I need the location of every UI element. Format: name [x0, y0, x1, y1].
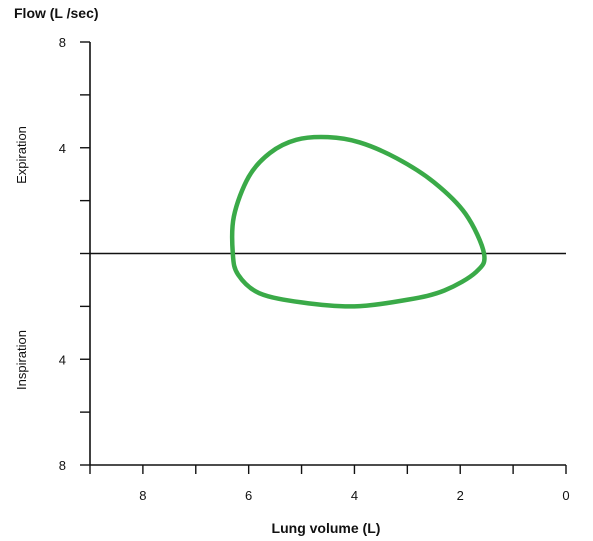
axes-group [89, 42, 566, 466]
y-tick-label: 8 [59, 458, 66, 473]
y-tick-label: 8 [59, 35, 66, 50]
x-tick-label: 2 [457, 488, 464, 503]
inspiration-label: Inspiration [14, 330, 29, 390]
y-axis-title: Flow (L /sec) [14, 5, 99, 21]
x-tick-label: 6 [245, 488, 252, 503]
x-tick-label: 8 [139, 488, 146, 503]
ticks-group: 8 4 4 8 8 6 4 2 0 [59, 35, 570, 503]
series-group [229, 134, 487, 309]
x-tick-label: 0 [562, 488, 569, 503]
expiration-label: Expiration [14, 126, 29, 184]
x-axis-title: Lung volume (L) [272, 520, 381, 536]
y-tick-label: 4 [59, 352, 66, 367]
flow-volume-loop [229, 134, 487, 309]
x-tick-label: 4 [351, 488, 358, 503]
y-tick-label: 4 [59, 141, 66, 156]
